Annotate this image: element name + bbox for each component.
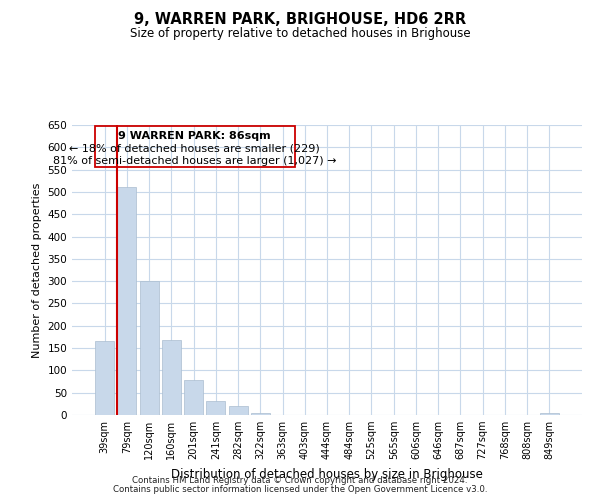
Bar [95,342,114,415]
Bar [162,340,181,415]
Text: Contains public sector information licensed under the Open Government Licence v3: Contains public sector information licen… [113,485,487,494]
Bar [118,188,136,415]
Text: ← 18% of detached houses are smaller (229): ← 18% of detached houses are smaller (22… [70,144,320,154]
Text: 9 WARREN PARK: 86sqm: 9 WARREN PARK: 86sqm [118,131,271,141]
Y-axis label: Number of detached properties: Number of detached properties [32,182,42,358]
Bar [206,400,225,415]
Bar [140,281,158,415]
Text: 81% of semi-detached houses are larger (1,027) →: 81% of semi-detached houses are larger (… [53,156,337,166]
Bar [184,380,203,415]
Bar [229,406,248,415]
Bar [540,413,559,415]
Bar [251,413,270,415]
Text: Contains HM Land Registry data © Crown copyright and database right 2024.: Contains HM Land Registry data © Crown c… [132,476,468,485]
X-axis label: Distribution of detached houses by size in Brighouse: Distribution of detached houses by size … [171,468,483,480]
Text: Size of property relative to detached houses in Brighouse: Size of property relative to detached ho… [130,28,470,40]
Text: 9, WARREN PARK, BRIGHOUSE, HD6 2RR: 9, WARREN PARK, BRIGHOUSE, HD6 2RR [134,12,466,28]
